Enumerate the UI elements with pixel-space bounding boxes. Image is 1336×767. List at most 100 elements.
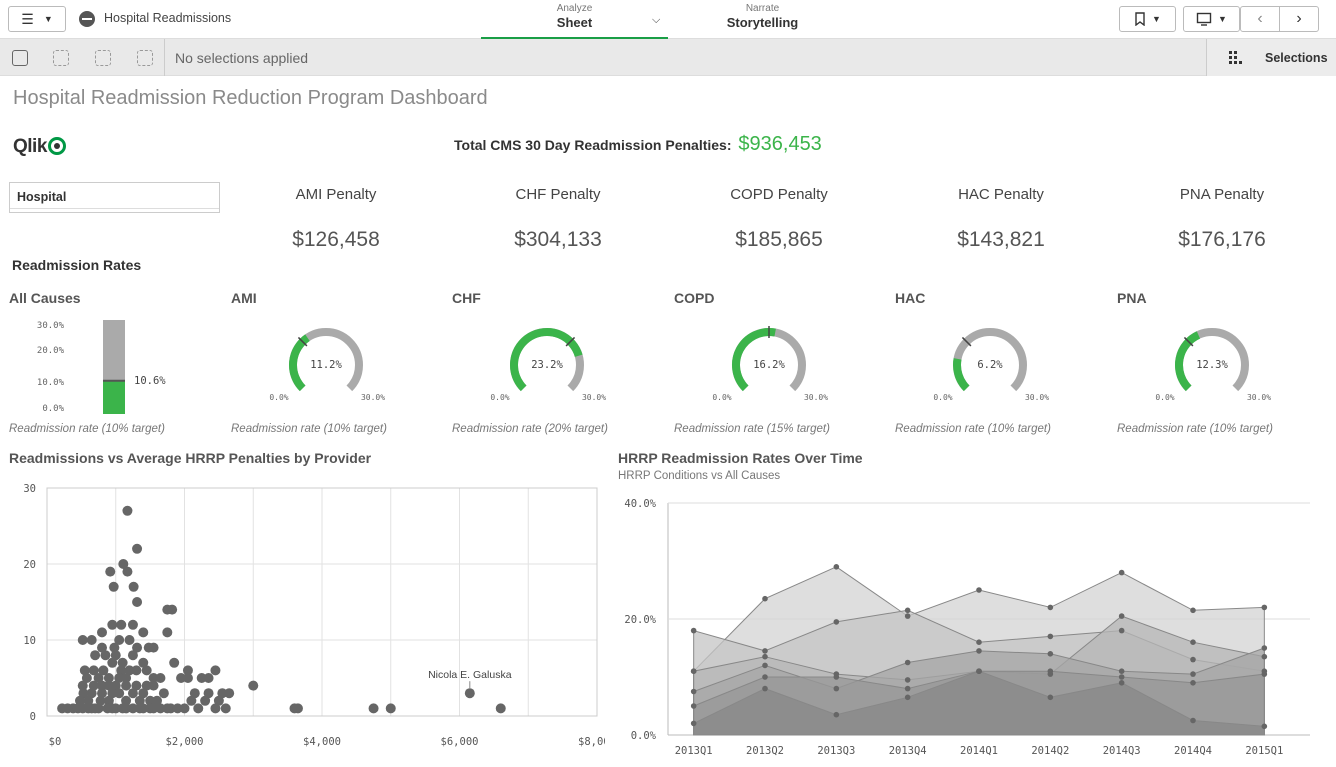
area-point[interactable] [1261, 645, 1268, 651]
data-point[interactable] [121, 695, 132, 706]
gauge-chf[interactable]: 23.2% 0.0% 30.0% [447, 322, 637, 422]
data-point[interactable] [88, 665, 99, 676]
gauge-hac[interactable]: 6.2% 0.0% 30.0% [890, 322, 1080, 422]
data-point[interactable] [495, 703, 506, 714]
area-point[interactable] [904, 677, 911, 683]
area-point[interactable] [1118, 674, 1125, 680]
area-point[interactable] [1261, 653, 1268, 660]
data-point[interactable] [97, 688, 107, 699]
data-point[interactable] [132, 543, 143, 554]
area-point[interactable] [833, 685, 840, 692]
data-point[interactable] [162, 703, 173, 714]
area-point[interactable] [762, 662, 768, 669]
data-point[interactable] [105, 566, 116, 577]
data-point[interactable] [193, 703, 204, 714]
area-point[interactable] [1190, 680, 1196, 686]
area-point[interactable] [762, 653, 768, 660]
area-point[interactable] [1047, 604, 1054, 611]
data-point[interactable] [132, 642, 143, 653]
data-point[interactable] [182, 673, 193, 683]
data-point[interactable] [131, 665, 142, 676]
data-point[interactable] [169, 657, 180, 668]
data-point[interactable] [121, 680, 132, 691]
area-point[interactable] [690, 627, 697, 634]
step-forward-icon[interactable] [95, 50, 111, 66]
area-point[interactable] [1190, 717, 1196, 724]
data-point[interactable] [81, 673, 92, 683]
data-point[interactable] [210, 703, 221, 714]
area-point[interactable] [1047, 694, 1054, 701]
data-point[interactable] [248, 680, 259, 691]
data-point[interactable] [464, 688, 475, 699]
presentation-button[interactable]: ▼ [1183, 6, 1240, 32]
area-point[interactable] [1190, 639, 1196, 645]
area-point[interactable] [904, 613, 911, 619]
area-point[interactable] [690, 688, 697, 695]
next-sheet-button[interactable]: › [1279, 6, 1319, 32]
data-point[interactable] [385, 703, 396, 714]
data-point[interactable] [127, 703, 138, 714]
data-point[interactable] [97, 680, 107, 691]
data-point[interactable] [127, 650, 138, 661]
kpi-hac[interactable]: HAC Penalty $143,821 [901, 186, 1101, 252]
data-point[interactable] [172, 703, 183, 714]
data-point[interactable] [167, 604, 178, 615]
data-point[interactable] [138, 657, 149, 668]
data-point[interactable] [162, 627, 173, 638]
data-point[interactable] [117, 657, 128, 668]
data-point[interactable] [109, 642, 120, 653]
area-point[interactable] [762, 674, 768, 680]
area-point[interactable] [1047, 651, 1054, 657]
area-point[interactable] [690, 668, 697, 674]
data-point[interactable] [79, 665, 90, 676]
data-point[interactable] [90, 703, 101, 714]
data-point[interactable] [72, 703, 83, 714]
data-point[interactable] [114, 635, 125, 645]
data-point[interactable] [200, 695, 211, 706]
data-point[interactable] [152, 695, 162, 706]
area-point[interactable] [976, 648, 982, 654]
data-point[interactable] [148, 703, 159, 714]
data-point[interactable] [86, 635, 97, 645]
area-point[interactable] [1190, 671, 1196, 677]
step-back-icon[interactable] [53, 50, 69, 66]
data-point[interactable] [148, 680, 159, 691]
data-point[interactable] [141, 680, 152, 691]
area-point[interactable] [1118, 569, 1125, 576]
data-point[interactable] [124, 635, 135, 645]
global-menu-button[interactable]: ☰ ▼ [8, 6, 66, 32]
data-point[interactable] [114, 688, 125, 699]
all-causes-bar-chart[interactable]: 30.0% 20.0% 10.0% 0.0% 10.6% [9, 312, 219, 422]
data-point[interactable] [83, 703, 94, 714]
data-point[interactable] [131, 680, 142, 691]
area-point[interactable] [976, 587, 982, 593]
previous-sheet-button[interactable]: ‹ [1240, 6, 1280, 32]
area-point[interactable] [976, 668, 982, 674]
data-point[interactable] [292, 703, 303, 714]
area-point[interactable] [1047, 668, 1054, 674]
data-point[interactable] [77, 680, 88, 691]
kpi-pna[interactable]: PNA Penalty $176,176 [1122, 186, 1322, 252]
data-point[interactable] [107, 688, 118, 699]
data-point[interactable] [155, 673, 166, 683]
area-chart[interactable]: 0.0% 20.0% 40.0% 2013Q1 2013Q2 2013Q3 2013Q4 20… [610, 490, 1330, 767]
data-point[interactable] [145, 695, 156, 706]
kpi-copd[interactable]: COPD Penalty $185,865 [679, 186, 879, 252]
data-point[interactable] [128, 581, 139, 592]
data-point[interactable] [186, 695, 197, 706]
smart-search-icon[interactable] [12, 50, 28, 66]
clear-all-icon[interactable] [137, 50, 153, 66]
data-point[interactable] [213, 695, 224, 706]
bookmark-button[interactable]: ▼ [1119, 6, 1176, 32]
data-point[interactable] [368, 703, 379, 714]
data-point[interactable] [107, 703, 118, 714]
kpi-ami[interactable]: AMI Penalty $126,458 [236, 186, 436, 252]
data-point[interactable] [103, 695, 114, 706]
area-point[interactable] [1118, 680, 1125, 686]
data-point[interactable] [108, 581, 119, 592]
data-point[interactable] [97, 642, 107, 653]
area-point[interactable] [904, 694, 911, 701]
area-point[interactable] [762, 685, 768, 692]
app-title[interactable]: Hospital Readmissions [104, 11, 232, 25]
data-point[interactable] [77, 635, 88, 645]
